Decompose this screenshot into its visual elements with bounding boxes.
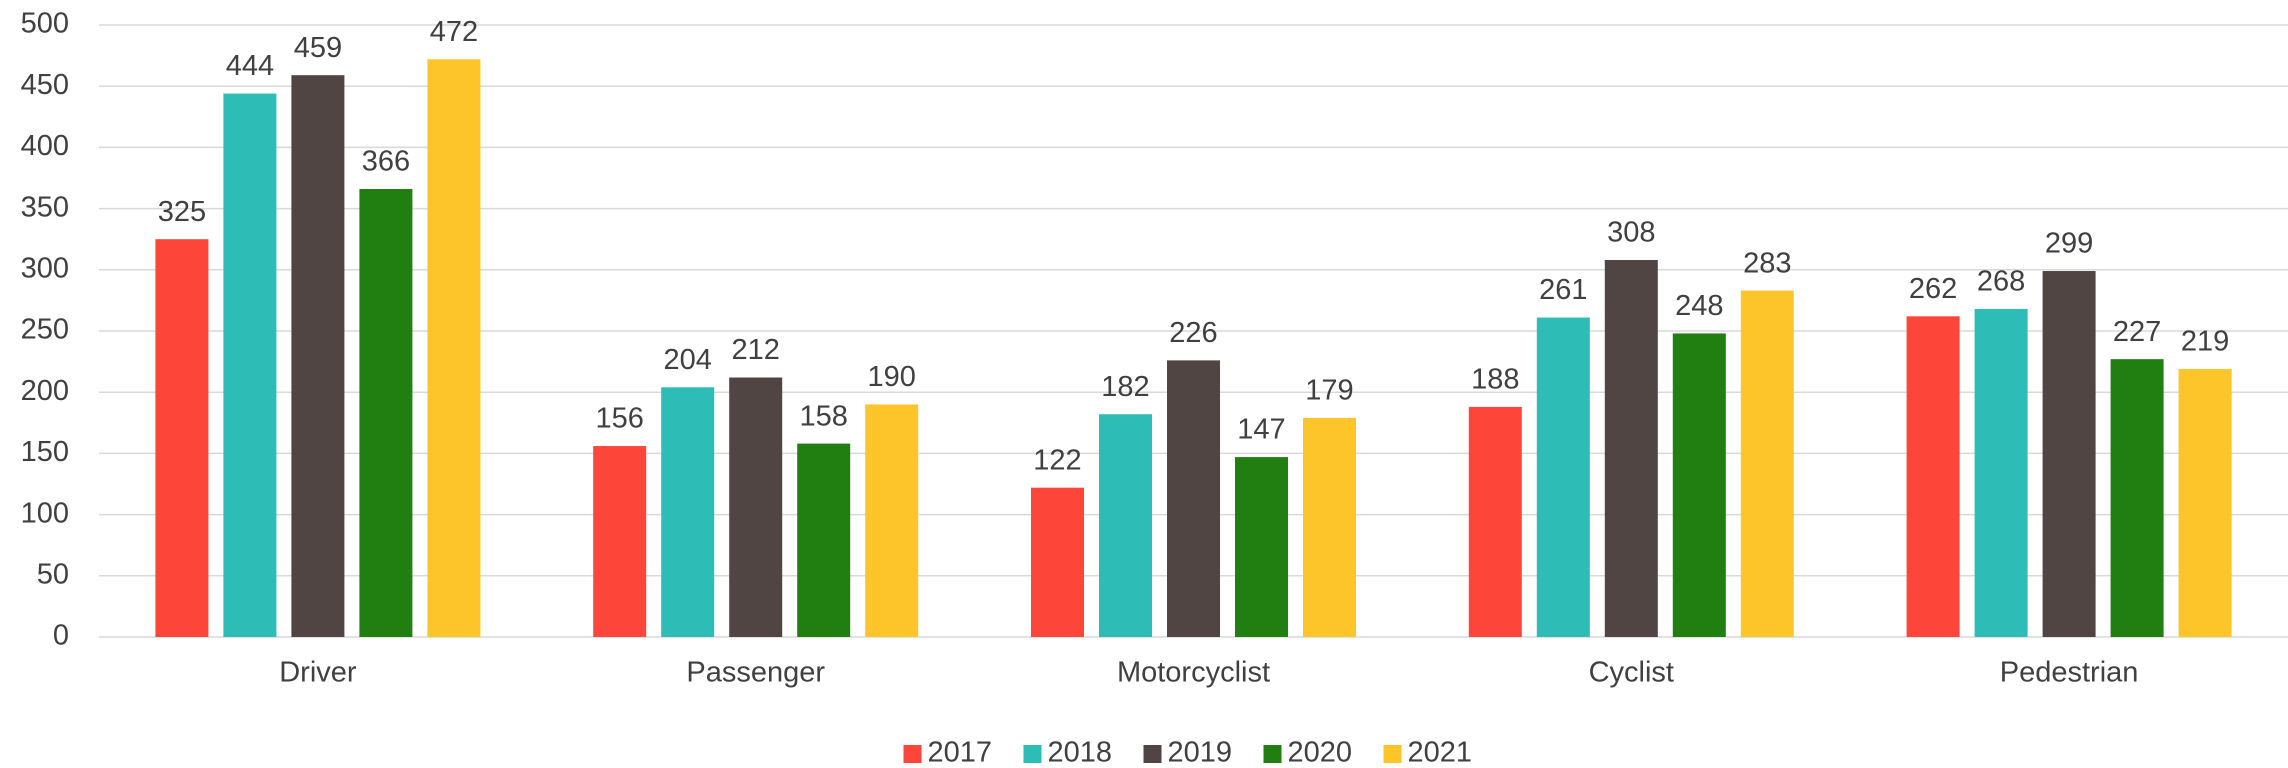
x-tick-label: Passenger	[686, 657, 825, 689]
data-label: 325	[158, 196, 206, 228]
y-tick-label: 200	[21, 375, 69, 407]
y-tick-label: 50	[37, 558, 69, 590]
legend-label: 2019	[1168, 737, 1233, 768]
bar	[1468, 406, 1522, 637]
data-label: 299	[2045, 228, 2093, 260]
bar	[1906, 316, 1960, 637]
legend-label: 2017	[928, 737, 993, 768]
data-label: 459	[294, 32, 342, 64]
x-tick-label: Pedestrian	[2000, 657, 2139, 689]
y-tick-label: 250	[21, 314, 69, 346]
data-label: 444	[226, 50, 274, 82]
bar	[797, 443, 851, 637]
data-label: 156	[596, 403, 644, 435]
bar	[661, 387, 715, 637]
bar	[1167, 360, 1220, 637]
bar	[2042, 271, 2096, 637]
data-label: 158	[800, 400, 848, 432]
bar	[223, 93, 277, 637]
bar	[291, 75, 345, 637]
legend-label: 2020	[1288, 737, 1353, 768]
bar	[593, 446, 647, 637]
y-tick-label: 100	[21, 497, 69, 529]
data-label: 190	[868, 361, 916, 393]
bar	[1974, 308, 2028, 637]
bar	[1031, 487, 1084, 637]
data-label: 204	[664, 344, 712, 376]
bar	[1740, 290, 1794, 637]
data-label: 261	[1539, 274, 1587, 306]
x-tick-label: Driver	[279, 657, 357, 689]
data-label: 472	[430, 16, 478, 48]
bar	[1672, 333, 1726, 637]
bar	[1099, 414, 1152, 637]
data-label: 283	[1743, 247, 1791, 279]
data-label: 212	[732, 334, 780, 366]
data-label: 182	[1101, 371, 1149, 403]
y-tick-label: 450	[21, 69, 69, 101]
bar	[2178, 368, 2232, 637]
bar	[155, 239, 209, 637]
legend-swatch	[1143, 745, 1162, 763]
data-label: 262	[1909, 273, 1957, 305]
data-label: 226	[1169, 317, 1217, 349]
data-label: 227	[2113, 316, 2161, 348]
bar	[729, 377, 783, 637]
data-label: 366	[362, 146, 410, 178]
bar	[1604, 260, 1658, 637]
legend-label: 2018	[1048, 737, 1113, 768]
data-label: 147	[1237, 414, 1285, 446]
data-label: 219	[2181, 326, 2229, 358]
data-label: 248	[1675, 290, 1723, 322]
legend-swatch	[1023, 745, 1042, 763]
y-tick-label: 150	[21, 436, 69, 468]
y-tick-label: 500	[21, 8, 69, 40]
bar	[865, 404, 919, 637]
bar	[1303, 417, 1356, 637]
data-label: 308	[1607, 217, 1655, 249]
y-tick-label: 350	[21, 191, 69, 223]
data-label: 179	[1305, 375, 1353, 407]
legend-label: 2021	[1408, 737, 1473, 768]
bar	[1235, 457, 1288, 637]
data-label: 122	[1033, 444, 1081, 476]
y-tick-label: 400	[21, 130, 69, 162]
data-label: 188	[1471, 364, 1519, 396]
legend-swatch	[1263, 745, 1282, 763]
y-tick-label: 300	[21, 252, 69, 284]
bar	[359, 189, 413, 638]
bar	[1536, 317, 1590, 637]
legend-swatch	[903, 745, 922, 763]
x-tick-label: Motorcyclist	[1117, 657, 1270, 689]
data-label: 268	[1977, 266, 2025, 298]
x-tick-label: Cyclist	[1589, 657, 1674, 689]
y-tick-label: 0	[53, 620, 69, 652]
bar	[427, 59, 481, 638]
bar	[2110, 359, 2164, 637]
legend-swatch	[1383, 745, 1402, 763]
